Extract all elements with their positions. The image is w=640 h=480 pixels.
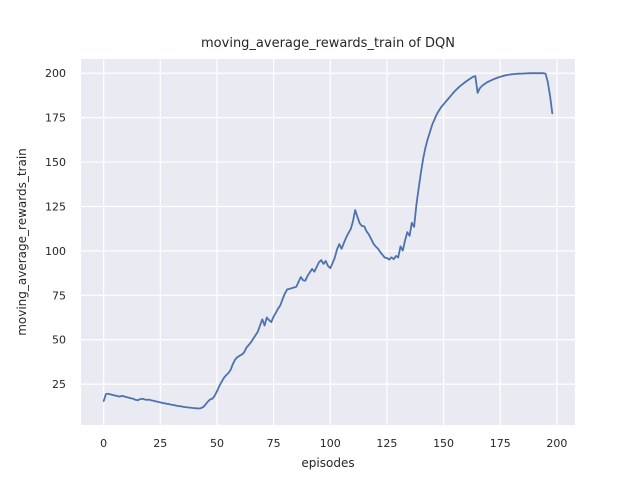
x-tick-label-175: 175: [490, 437, 511, 450]
chart-title: moving_average_rewards_train of DQN: [201, 36, 455, 51]
x-tick-label-200: 200: [546, 437, 567, 450]
plot-area-background: [81, 59, 575, 425]
x-tick-label-50: 50: [210, 437, 224, 450]
y-tick-label-125: 125: [45, 200, 66, 213]
x-axis-label: episodes: [301, 456, 354, 470]
y-tick-label-50: 50: [52, 334, 66, 347]
y-tick-labels: 25 50 75 100 125 150 175 200: [45, 67, 66, 391]
x-tick-label-25: 25: [153, 437, 167, 450]
x-tick-labels: 0 25 50 75 100 125 150 175 200: [100, 437, 567, 450]
y-tick-label-75: 75: [52, 289, 66, 302]
y-tick-label-200: 200: [45, 67, 66, 80]
x-tick-label-125: 125: [376, 437, 397, 450]
x-tick-label-75: 75: [267, 437, 281, 450]
x-gridlines: [103, 59, 558, 425]
x-tick-label-100: 100: [320, 437, 341, 450]
y-tick-label-150: 150: [45, 156, 66, 169]
series-line-dqn: [102, 72, 554, 410]
x-tick-label-150: 150: [433, 437, 454, 450]
y-axis-label: moving_average_rewards_train: [15, 148, 29, 336]
y-tick-label-100: 100: [45, 245, 66, 258]
x-tick-label-0: 0: [100, 437, 107, 450]
y-tick-label-175: 175: [45, 112, 66, 125]
y-gridlines: [81, 72, 575, 385]
y-tick-label-25: 25: [52, 378, 66, 391]
